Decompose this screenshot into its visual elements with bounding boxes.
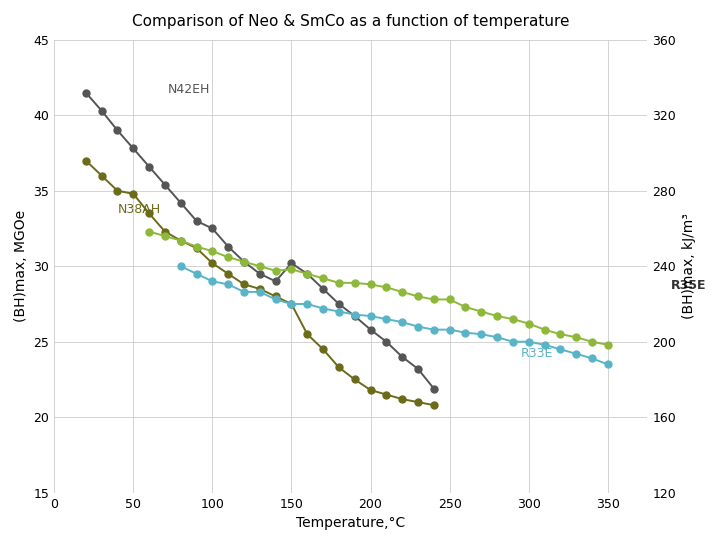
- Title: Comparison of Neo & SmCo as a function of temperature: Comparison of Neo & SmCo as a function o…: [132, 14, 569, 29]
- Text: R35E: R35E: [671, 279, 707, 292]
- Text: N42EH: N42EH: [168, 83, 211, 96]
- X-axis label: Temperature,°C: Temperature,°C: [296, 516, 406, 530]
- Text: R33E: R33E: [521, 347, 553, 360]
- Text: N38AH: N38AH: [117, 203, 160, 217]
- Y-axis label: (BH)max, MGOe: (BH)max, MGOe: [14, 210, 28, 322]
- Y-axis label: (BH)max, kJ/m³: (BH)max, kJ/m³: [682, 213, 695, 319]
